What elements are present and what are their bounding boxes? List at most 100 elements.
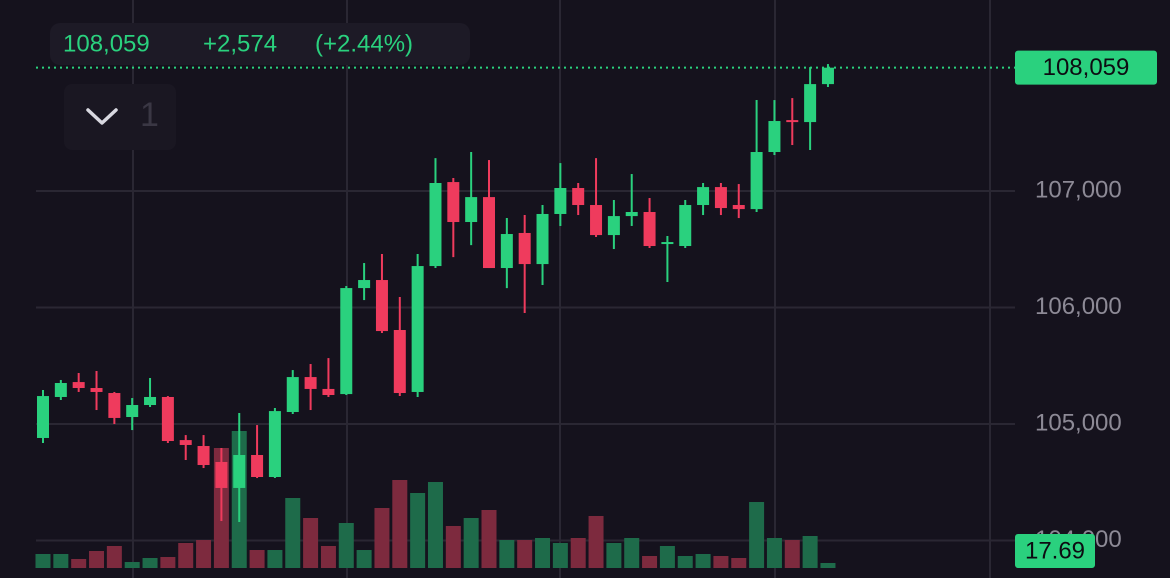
volume-bar <box>552 542 568 568</box>
volume-bar <box>320 545 336 568</box>
candle-body <box>572 188 585 206</box>
y-tick-label: 105,000 <box>1035 409 1122 436</box>
candle-body <box>144 396 157 406</box>
y-tick-label: 106,000 <box>1035 293 1122 320</box>
toggle-background[interactable] <box>64 84 176 150</box>
volume-bar <box>695 553 711 568</box>
candle-body <box>536 213 549 265</box>
candle-body <box>804 84 817 123</box>
volume-bar <box>517 540 533 568</box>
last-volume-tag <box>1015 534 1095 568</box>
candle-body <box>750 152 763 210</box>
candle-body <box>340 288 353 395</box>
volume-bar <box>142 557 158 568</box>
candle-body <box>393 330 406 394</box>
candle-body <box>161 396 174 442</box>
candle-body <box>37 396 49 438</box>
volume-bar <box>374 507 390 568</box>
indicator-count: 1 <box>140 96 159 134</box>
legend-background <box>50 23 470 65</box>
candle-body <box>447 182 460 223</box>
volume-bar <box>71 558 87 568</box>
candle-body <box>215 461 228 488</box>
price-pane <box>37 64 834 522</box>
volume-bar <box>677 555 693 568</box>
candle-body <box>786 120 799 123</box>
last-price-tag <box>1015 50 1157 85</box>
volume-bar <box>481 510 497 568</box>
candle-body <box>429 182 442 267</box>
candle-body <box>590 205 603 236</box>
candle-body <box>179 440 192 445</box>
volume-bar <box>766 537 782 568</box>
volume-bar <box>535 537 551 568</box>
candle-body <box>625 212 638 217</box>
volume-bar <box>570 537 586 568</box>
volume-bar <box>124 562 140 568</box>
volume-bar <box>303 517 319 568</box>
volume-bar <box>427 482 443 568</box>
candle-body <box>233 454 246 488</box>
candle-body <box>268 411 281 478</box>
chevron-icon[interactable] <box>86 108 118 125</box>
candle-body <box>322 388 335 396</box>
volume-bar <box>802 535 818 568</box>
candle-body <box>375 280 388 332</box>
candle-body <box>607 216 620 236</box>
y-tick-label: 107,000 <box>1035 176 1122 203</box>
candle-body <box>197 446 210 466</box>
legend-box: 108,059 +2,574 (+2.44%) <box>50 23 470 65</box>
volume-bar <box>820 563 836 568</box>
volume-bar <box>731 557 747 568</box>
candle-body <box>732 205 745 210</box>
volume-bar <box>410 492 426 568</box>
indicator-toggle[interactable]: 1 <box>64 84 176 150</box>
candle-body <box>483 197 495 269</box>
volume-bar <box>53 553 69 568</box>
volume-bar <box>392 480 408 568</box>
volume-bar <box>499 540 515 568</box>
last-volume-label: 17.69 <box>1025 537 1085 564</box>
volume-bar <box>713 555 729 568</box>
candle-body <box>679 205 692 247</box>
volume-bar <box>463 517 479 568</box>
candle-body <box>54 383 67 397</box>
candle-body <box>90 388 103 392</box>
candle-body <box>661 242 674 245</box>
volume-bar <box>338 522 354 568</box>
volume-bar <box>588 515 604 568</box>
candle-body <box>304 377 317 389</box>
volume-bar <box>160 557 176 568</box>
volume-bar <box>178 542 194 568</box>
volume-bar <box>249 550 265 568</box>
volume-bar <box>659 545 675 568</box>
candle-body <box>714 187 727 209</box>
candle-body <box>358 280 371 289</box>
volume-bar <box>285 497 301 568</box>
volume-bar <box>642 555 658 568</box>
volume-bar <box>89 550 105 568</box>
volume-pane <box>35 430 836 568</box>
legend-price: 108,059 <box>63 30 150 57</box>
candle-body <box>126 405 139 418</box>
volume-bar <box>784 540 800 568</box>
volume-bar <box>106 545 122 568</box>
volume-bar <box>624 537 640 568</box>
volume-bar <box>445 525 461 568</box>
legend-change-pct: (+2.44%) <box>315 30 413 57</box>
candle-body <box>697 187 710 206</box>
candle-body <box>643 212 656 247</box>
volume-bar <box>196 540 212 568</box>
volume-bar <box>35 553 51 568</box>
volume-bar <box>356 550 372 568</box>
volume-bar <box>606 542 622 568</box>
legend-change: +2,574 <box>203 30 277 57</box>
volume-bar <box>749 502 765 568</box>
candle-body <box>768 121 781 153</box>
candle-body <box>286 377 299 413</box>
candle-body <box>108 393 121 418</box>
candle-body <box>500 234 513 269</box>
